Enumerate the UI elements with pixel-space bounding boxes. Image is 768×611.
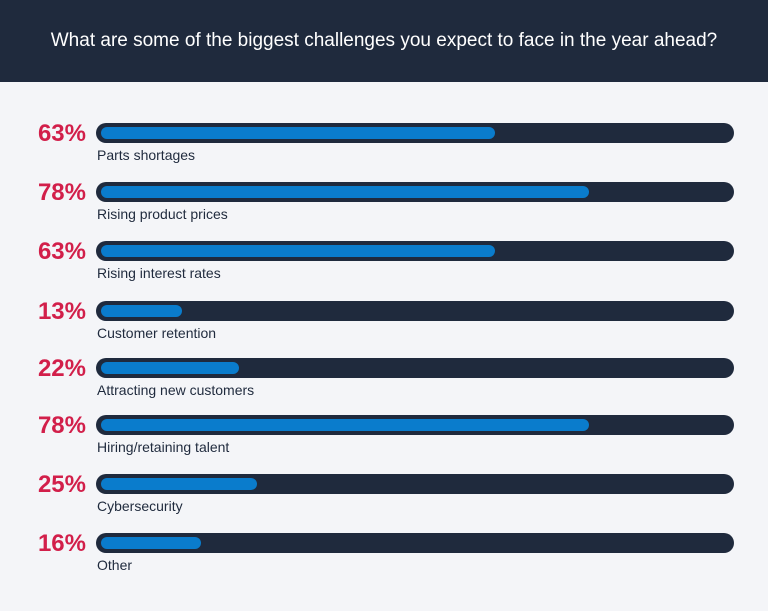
- category-label: Cybersecurity: [97, 498, 183, 514]
- category-label: Rising interest rates: [97, 265, 221, 281]
- category-label: Parts shortages: [97, 147, 196, 163]
- category-label: Other: [97, 557, 133, 573]
- value-label: 63%: [37, 120, 86, 147]
- bar-track: [96, 182, 734, 202]
- bar-fill: [101, 478, 258, 490]
- bar-fill: [101, 537, 201, 549]
- bar-track: [96, 301, 734, 321]
- bar-track: [96, 474, 734, 494]
- value-label: 13%: [37, 298, 86, 325]
- bar-row: 13% Customer retention: [0, 298, 768, 351]
- bar-row: 22% Attracting new customers: [0, 355, 768, 408]
- bar-row: 63% Rising interest rates: [0, 238, 768, 291]
- bar-track: [96, 241, 734, 261]
- bar-row: 63% Parts shortages: [0, 120, 768, 173]
- bar-fill: [101, 305, 183, 317]
- bar-fill: [101, 127, 495, 139]
- chart-title: What are some of the biggest challenges …: [50, 30, 718, 51]
- bar-track: [96, 415, 734, 435]
- bar-fill: [101, 362, 239, 374]
- category-label: Customer retention: [97, 325, 217, 341]
- bar-fill: [101, 245, 495, 257]
- value-label: 78%: [37, 179, 86, 206]
- value-label: 16%: [37, 530, 86, 557]
- category-label: Hiring/retaining talent: [97, 439, 230, 455]
- value-label: 25%: [37, 471, 86, 498]
- bar-row: 16% Other: [0, 530, 768, 583]
- bar-track: [96, 358, 734, 378]
- bar-row: 78% Hiring/retaining talent: [0, 412, 768, 465]
- bar-track: [96, 533, 734, 553]
- bar-row: 25% Cybersecurity: [0, 471, 768, 524]
- chart-header: What are some of the biggest challenges …: [0, 0, 768, 82]
- bar-track: [96, 123, 734, 143]
- bar-row: 78% Rising product prices: [0, 179, 768, 232]
- value-label: 22%: [37, 355, 86, 382]
- value-label: 78%: [37, 412, 86, 439]
- bar-fill: [101, 419, 589, 431]
- value-label: 63%: [37, 238, 86, 265]
- category-label: Rising product prices: [97, 206, 228, 222]
- bar-fill: [101, 186, 589, 198]
- category-label: Attracting new customers: [97, 382, 255, 398]
